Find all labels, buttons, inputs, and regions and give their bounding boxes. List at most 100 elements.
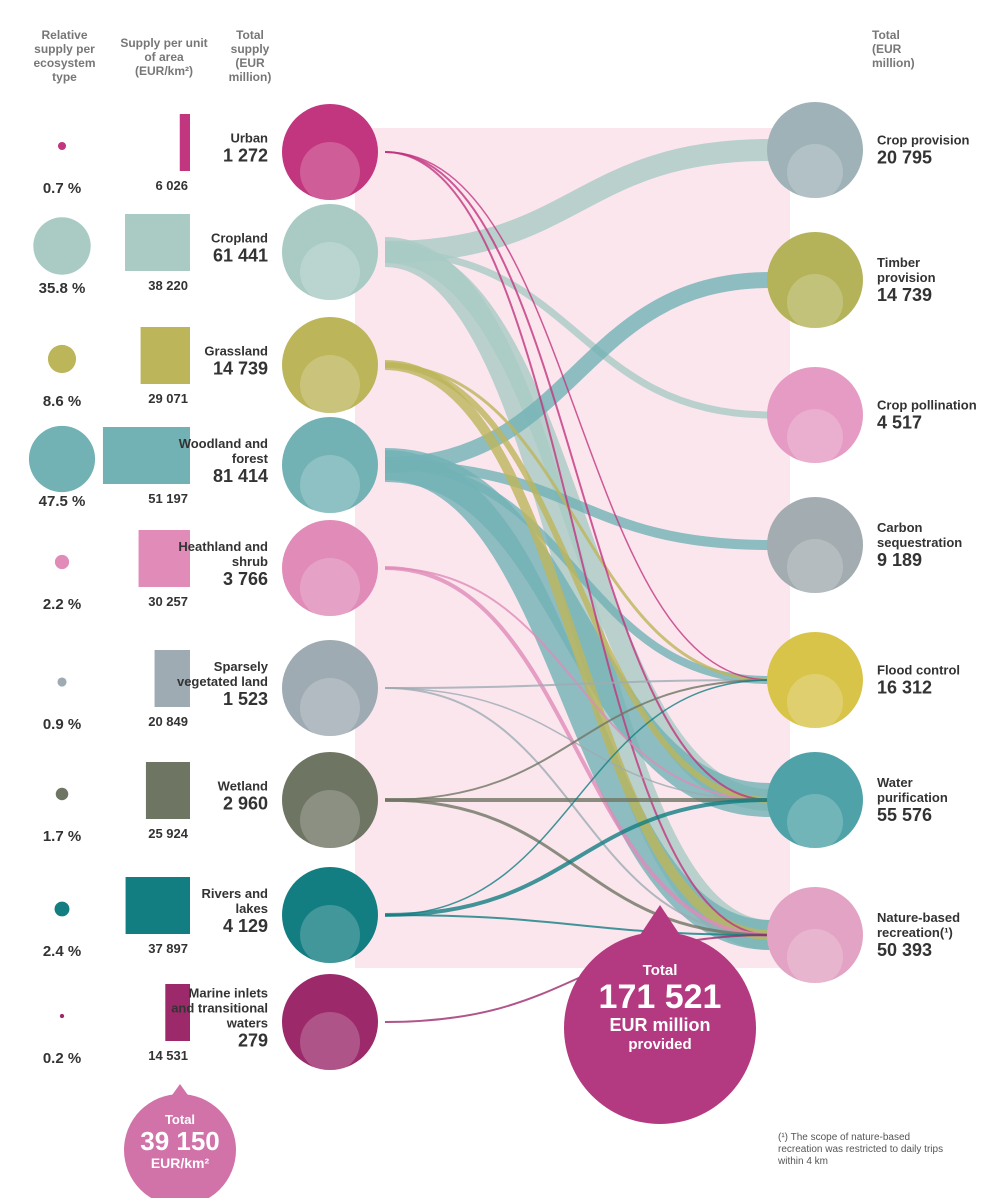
service-label: Crop pollination 4 517 — [877, 398, 982, 433]
flow — [384, 566, 771, 937]
service-total: 4 517 — [877, 412, 923, 433]
ecosystem-name: Sparsely vegetated land — [176, 659, 268, 689]
service-name: Nature-based recreation(¹) — [877, 910, 961, 940]
flow — [384, 687, 771, 936]
flow — [384, 934, 771, 1023]
ecosystem-name: Marine inlets and transitional waters — [171, 985, 268, 1031]
service-icon — [767, 232, 863, 328]
service-icon-detail — [787, 794, 843, 850]
ecosystem-total: 279 — [237, 1030, 268, 1051]
service-total: 55 576 — [877, 805, 933, 825]
total-unit: EUR million — [609, 1015, 711, 1035]
ecosystem-icon — [282, 317, 378, 413]
ecosystem-name: Grassland — [204, 343, 268, 359]
service-icon — [767, 367, 863, 463]
flow — [384, 679, 771, 916]
ecosystem-name: Woodland and forest — [178, 436, 268, 466]
service-icon-detail — [787, 144, 843, 200]
supply-per-area-label: 29 071 — [148, 391, 188, 406]
relative-supply-label: 2.2 % — [42, 596, 82, 613]
supply-per-area-bar — [102, 427, 190, 484]
service-icon-detail — [787, 409, 843, 465]
ecosystem-icon-detail — [300, 790, 360, 850]
ecosystem-icon — [282, 104, 378, 200]
ecosystem-icon-detail — [300, 905, 360, 965]
total-area-bubble — [124, 1094, 236, 1198]
ecosystem-total: 2 960 — [222, 793, 268, 814]
service-name: Crop provision — [877, 132, 970, 148]
service-total: 9 189 — [877, 550, 923, 570]
ecosystem-name: Rivers and lakes — [201, 886, 268, 916]
supply-per-area-label: 30 257 — [148, 594, 188, 609]
flow — [384, 139, 771, 263]
supply-per-area-bar — [140, 327, 190, 384]
ecosystem-total: 1 523 — [222, 689, 268, 709]
ecosystem-total: 4 129 — [222, 916, 268, 936]
supply-per-area-bar — [179, 114, 190, 171]
flow — [384, 362, 771, 803]
ecosystem-icon — [282, 867, 378, 963]
ecosystem-label: Woodland and forest 81 414 — [168, 436, 268, 486]
relative-supply-circle — [47, 344, 77, 374]
supply-per-area-label: 25 924 — [148, 826, 188, 841]
ecosystem-total: 1 272 — [222, 145, 268, 166]
flow — [384, 798, 771, 937]
ecosystem-label: Marine inlets and transitional waters 279 — [168, 986, 268, 1051]
relative-supply-circle — [57, 677, 67, 687]
flow — [384, 798, 771, 917]
service-name: Crop pollination — [877, 397, 977, 413]
relative-supply-label: 47.5 % — [38, 493, 86, 510]
footnote: (¹) The scope of nature-based recreation… — [778, 1132, 944, 1167]
supply-per-area-bar — [165, 984, 190, 1041]
total-value: 39 150 — [140, 1126, 220, 1156]
total-area-text: Total 39 150 EUR/km² — [120, 1112, 240, 1171]
ecosystem-name: Urban — [230, 130, 268, 146]
header: Relative supply per ecosystem type — [33, 28, 96, 84]
relative-supply-label: 8.6 % — [42, 393, 82, 410]
relative-supply-circle — [55, 787, 69, 801]
relative-supply-circle — [54, 554, 70, 570]
ecosystem-icon-detail — [300, 558, 360, 618]
header: Supply per unit of area (EUR/km²) — [120, 36, 208, 78]
service-icon — [767, 102, 863, 198]
service-label: Timber provision 14 739 — [877, 255, 982, 305]
service-icon-detail — [787, 929, 843, 985]
service-name: Timber provision — [877, 255, 936, 285]
ecosystem-total: 81 414 — [212, 466, 268, 486]
flow — [384, 151, 771, 801]
flow — [384, 679, 771, 689]
service-icon — [767, 752, 863, 848]
supply-per-area-bar — [125, 214, 190, 271]
ecosystem-icon — [282, 204, 378, 300]
service-label: Carbon sequestration 9 189 — [877, 520, 982, 570]
header: Total (EUR million) — [872, 28, 915, 70]
flow — [384, 360, 771, 940]
service-icon-detail — [787, 674, 843, 730]
header: Total supply (EUR million) — [228, 28, 272, 84]
total-provided-bubble — [564, 932, 756, 1124]
total-suffix: provided — [628, 1036, 692, 1053]
ecosystem-label: Urban 1 272 — [168, 131, 268, 166]
service-name: Carbon sequestration — [877, 520, 963, 550]
service-name: Water purification — [877, 775, 948, 805]
ecosystem-icon — [282, 520, 378, 616]
relative-supply-label: 0.9 % — [42, 716, 82, 733]
service-icon-detail — [787, 274, 843, 330]
ecosystem-total: 14 739 — [212, 358, 268, 379]
flow — [384, 363, 771, 682]
flow — [384, 914, 771, 936]
ecosystem-name: Heathland and shrub — [178, 539, 268, 569]
ecosystem-label: Sparsely vegetated land 1 523 — [168, 659, 268, 709]
total-value: 171 521 — [598, 978, 722, 1016]
supply-per-area-label: 6 026 — [155, 178, 188, 193]
relative-supply-circle — [57, 141, 67, 151]
supply-per-area-label: 20 849 — [148, 714, 188, 729]
ecosystem-icon-detail — [300, 242, 360, 302]
total-heading: Total — [642, 962, 678, 979]
service-label: Nature-based recreation(¹) 50 393 — [877, 910, 982, 960]
supply-per-area-bar — [138, 530, 190, 587]
ecosystem-icon — [282, 640, 378, 736]
ecosystem-icon-detail — [300, 1012, 360, 1072]
